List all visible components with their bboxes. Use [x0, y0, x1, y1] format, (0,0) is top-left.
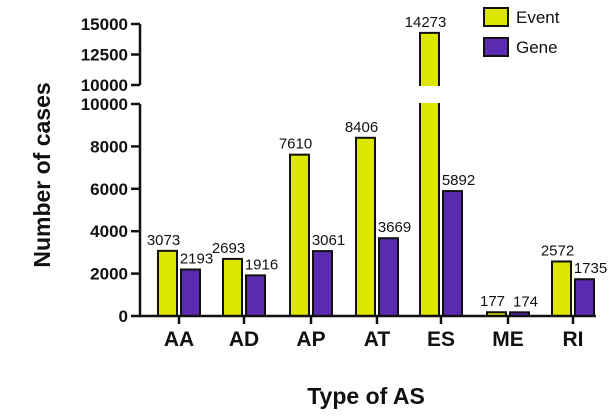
x-axis-title: Type of AS	[307, 383, 425, 409]
legend-label-gene: Gene	[516, 38, 558, 57]
legend-swatch-event	[483, 7, 509, 27]
x-tick-label-ri: RI	[563, 328, 584, 351]
bar-gene-ap	[312, 250, 333, 317]
y-lower-tick-label: 4000	[90, 222, 128, 241]
x-tick-label-at: AT	[364, 328, 391, 351]
bar-event-ad	[222, 257, 243, 317]
legend: Event Gene	[483, 7, 560, 57]
bar-gene-aa	[180, 268, 201, 317]
data-label-event-me: 177	[480, 293, 505, 310]
legend-swatch-gene	[483, 37, 509, 57]
y-axis-title: Number of cases	[29, 82, 55, 267]
data-label-gene-aa: 2193	[180, 251, 213, 268]
data-label-event-ap: 7610	[279, 136, 312, 153]
bar-gene-es	[442, 190, 463, 317]
data-label-event-aa: 3073	[147, 232, 180, 249]
data-label-gene-es: 5892	[442, 172, 475, 189]
y-lower-tick-label: 2000	[90, 265, 128, 284]
y-upper-tick-label: 12500	[81, 46, 128, 65]
data-label-event-ri: 2572	[541, 242, 574, 259]
x-tick-label-ad: AD	[229, 328, 259, 351]
data-label-event-at: 8406	[345, 119, 378, 136]
legend-label-event: Event	[516, 8, 560, 27]
y-upper-tick-label: 10000	[81, 76, 128, 95]
bar-event-at	[355, 136, 376, 317]
x-tick-label-ap: AP	[296, 328, 325, 351]
x-tick-label-aa: AA	[164, 328, 194, 351]
data-label-event-es: 14273	[405, 14, 447, 31]
bar-gene-at	[378, 237, 399, 317]
bar-gene-ad	[245, 274, 266, 317]
bar-event-es	[419, 31, 440, 318]
y-lower-tick-label: 10000	[81, 95, 128, 114]
x-tick-label-me: ME	[492, 328, 524, 351]
data-label-event-ad: 2693	[212, 240, 245, 257]
y-upper-tick-label: 15000	[81, 15, 128, 34]
data-label-gene-me: 174	[513, 293, 538, 310]
data-label-gene-at: 3669	[378, 219, 411, 236]
axis-break-gap	[400, 86, 460, 103]
data-label-gene-ri: 1735	[574, 260, 607, 277]
bar-event-ri	[551, 260, 572, 318]
data-label-gene-ad: 1916	[245, 256, 278, 273]
y-lower-tick-label: 0	[119, 307, 128, 326]
bar-event-ap	[289, 153, 310, 317]
x-tick-label-es: ES	[427, 328, 455, 351]
bars-layer	[157, 31, 595, 318]
bar-event-aa	[157, 249, 178, 317]
bar-gene-ri	[574, 278, 595, 317]
data-label-gene-ap: 3061	[312, 232, 345, 249]
y-lower-tick-label: 6000	[90, 180, 128, 199]
y-lower-tick-label: 8000	[90, 137, 128, 156]
